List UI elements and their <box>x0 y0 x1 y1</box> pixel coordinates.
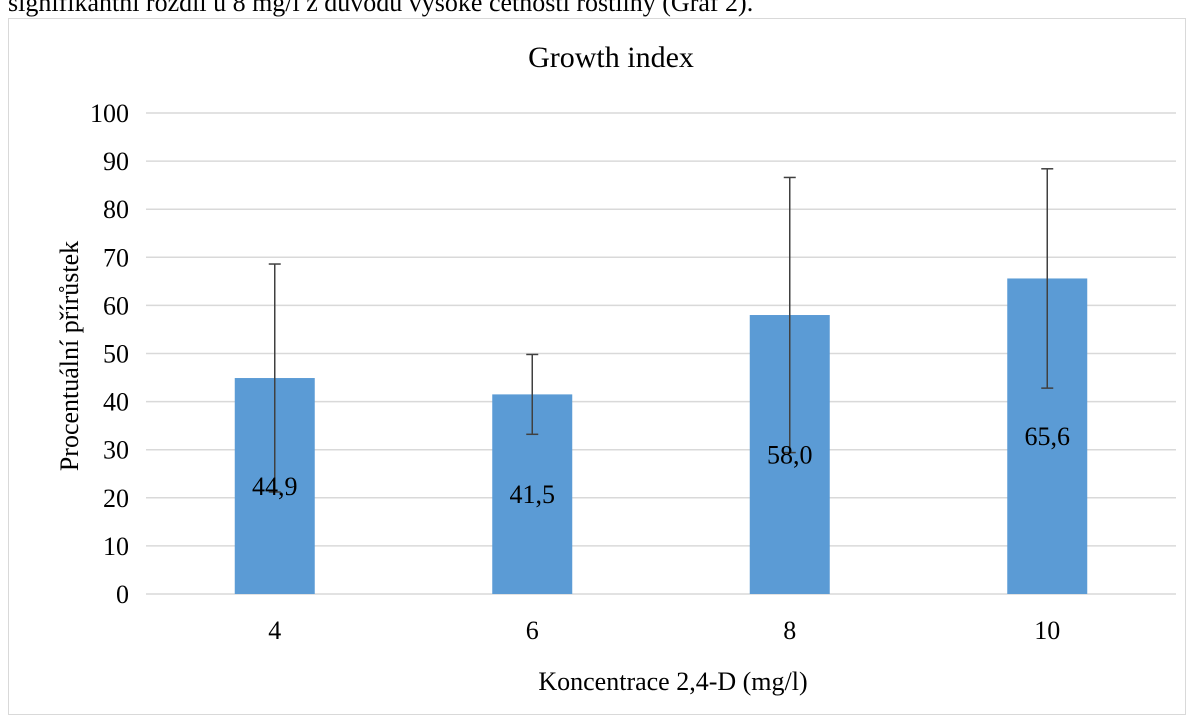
data-label: 44,9 <box>252 472 298 501</box>
x-tick-label: 4 <box>268 616 281 645</box>
error-bar <box>1041 168 1054 389</box>
error-bar <box>526 353 539 436</box>
x-axis-ticks: 4 6 8 10 <box>268 616 1060 645</box>
y-tick-label: 10 <box>103 532 129 561</box>
data-labels: 44,9 41,5 58,0 65,6 <box>252 422 1070 509</box>
y-tick-label: 80 <box>103 195 129 224</box>
bar-chart: Growth index 0 10 20 30 40 50 60 70 80 90 100 44,9… <box>55 41 1176 696</box>
y-tick-label: 20 <box>103 484 129 513</box>
error-bars <box>268 168 1054 493</box>
page-text-fragment: signifikantní rozdíl u 8 mg/l z důvodu v… <box>8 0 754 17</box>
x-tick-label: 10 <box>1034 616 1060 645</box>
data-label: 65,6 <box>1025 422 1071 451</box>
error-bar <box>783 176 796 454</box>
y-axis-title: Procentuální přírůstek <box>55 241 84 471</box>
y-tick-label: 50 <box>103 340 129 369</box>
x-axis-title: Koncentrace 2,4-D (mg/l) <box>538 667 807 696</box>
y-tick-label: 90 <box>103 147 129 176</box>
y-tick-label: 0 <box>116 580 129 609</box>
y-tick-label: 30 <box>103 436 129 465</box>
gridlines <box>146 112 1176 595</box>
chart-title: Growth index <box>528 41 694 74</box>
bars <box>234 278 1088 594</box>
y-tick-label: 60 <box>103 291 129 320</box>
data-label: 41,5 <box>510 480 556 509</box>
chart-frame: Growth index 0 10 20 30 40 50 60 70 80 90 100 44,9… <box>8 18 1186 715</box>
y-axis-ticks: 0 10 20 30 40 50 60 70 80 90 100 <box>90 99 129 609</box>
x-tick-label: 6 <box>526 616 539 645</box>
y-tick-label: 40 <box>103 388 129 417</box>
error-bar <box>268 263 281 493</box>
x-tick-label: 8 <box>783 616 796 645</box>
data-label: 58,0 <box>767 441 813 470</box>
y-tick-label: 70 <box>103 243 129 272</box>
y-tick-label: 100 <box>90 99 129 128</box>
